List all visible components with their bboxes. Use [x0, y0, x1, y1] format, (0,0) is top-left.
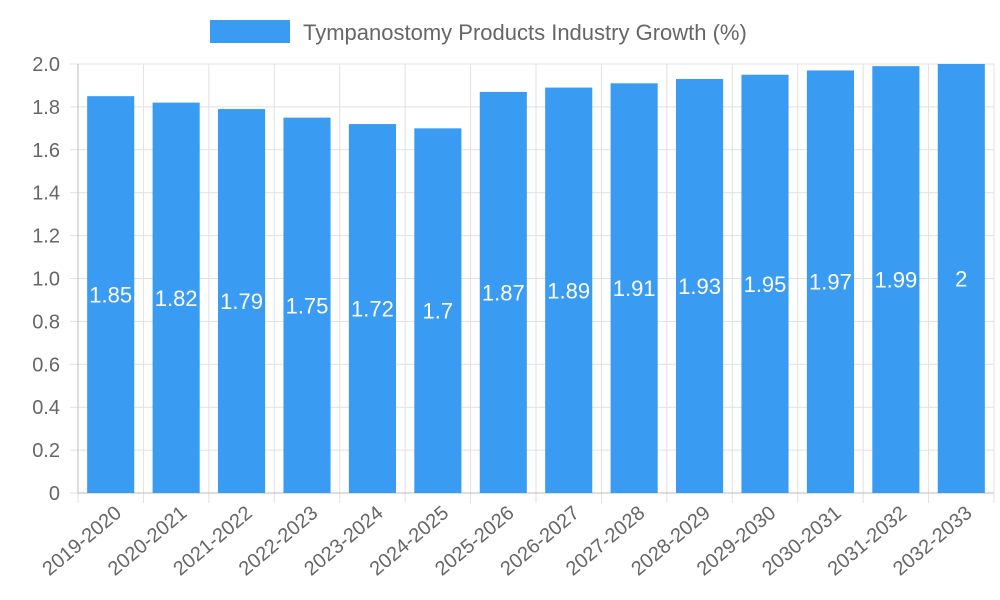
y-axis-tick-labels: 0 0.2 0.4 0.6 0.8 1.0 1.2 1.4 1.6 1.8 2.0: [32, 54, 60, 505]
y-tick-label: 1.6: [32, 140, 60, 162]
y-tick-label: 0.4: [32, 397, 60, 419]
bar-2020-2021[interactable]: [152, 102, 200, 494]
bar-value-label: 1.75: [286, 293, 329, 318]
x-axis-tick-labels: 2019-20202020-20212021-20222022-20232023…: [39, 502, 977, 580]
bar-value-label: 1.82: [155, 286, 198, 311]
bar-value-label: 1.95: [744, 272, 787, 297]
bar-2024-2025[interactable]: [414, 128, 462, 493]
y-tick-label: 2.0: [32, 54, 60, 76]
legend[interactable]: Tympanostomy Products Industry Growth (%…: [210, 20, 747, 45]
bars: [87, 64, 985, 494]
bar-value-label: 1.93: [678, 274, 721, 299]
y-tick-label: 0.8: [32, 311, 60, 333]
bar-value-label: 1.7: [423, 299, 454, 324]
bar-2031-2032[interactable]: [872, 66, 920, 494]
bar-value-label: 1.72: [351, 297, 394, 322]
bar-value-label: 1.87: [482, 280, 525, 305]
y-tick-label: 1.2: [32, 226, 60, 248]
bar-value-labels: 1.85 1.82 1.79 1.75 1.72 1.7 1.87 1.89 1.91 1.93 1…: [89, 267, 967, 324]
y-tick-label: 1.8: [32, 97, 60, 119]
bar-value-label: 1.85: [89, 283, 132, 308]
bar-2019-2020[interactable]: [87, 96, 135, 494]
y-tick-label: 1.4: [32, 183, 60, 205]
bar-value-label: 1.99: [874, 268, 917, 293]
bar-value-label: 1.97: [809, 270, 852, 295]
bar-2025-2026[interactable]: [479, 91, 527, 493]
y-tick-label: 0.2: [32, 440, 60, 462]
bar-2032-2033[interactable]: [937, 64, 985, 493]
bar-value-label: 1.91: [613, 276, 656, 301]
bar-value-label: 2: [955, 267, 967, 292]
legend-label: Tympanostomy Products Industry Growth (%…: [303, 20, 747, 45]
bar-2030-2031[interactable]: [806, 70, 854, 493]
y-tick-label: 0.6: [32, 354, 60, 376]
bar-2026-2027[interactable]: [545, 87, 593, 493]
bar-2022-2023[interactable]: [283, 117, 331, 493]
bar-2027-2028[interactable]: [610, 83, 658, 494]
bar-2023-2024[interactable]: [348, 124, 396, 493]
bar-2028-2029[interactable]: [676, 79, 724, 493]
gridlines: [70, 63, 995, 503]
bar-2029-2030[interactable]: [741, 74, 789, 493]
y-tick-label: 1.0: [32, 269, 60, 291]
bar-value-label: 1.79: [220, 289, 263, 314]
bar-2021-2022[interactable]: [218, 109, 266, 494]
bar-value-label: 1.89: [547, 278, 590, 303]
y-tick-label: 0: [49, 483, 60, 505]
legend-swatch: [210, 20, 290, 43]
